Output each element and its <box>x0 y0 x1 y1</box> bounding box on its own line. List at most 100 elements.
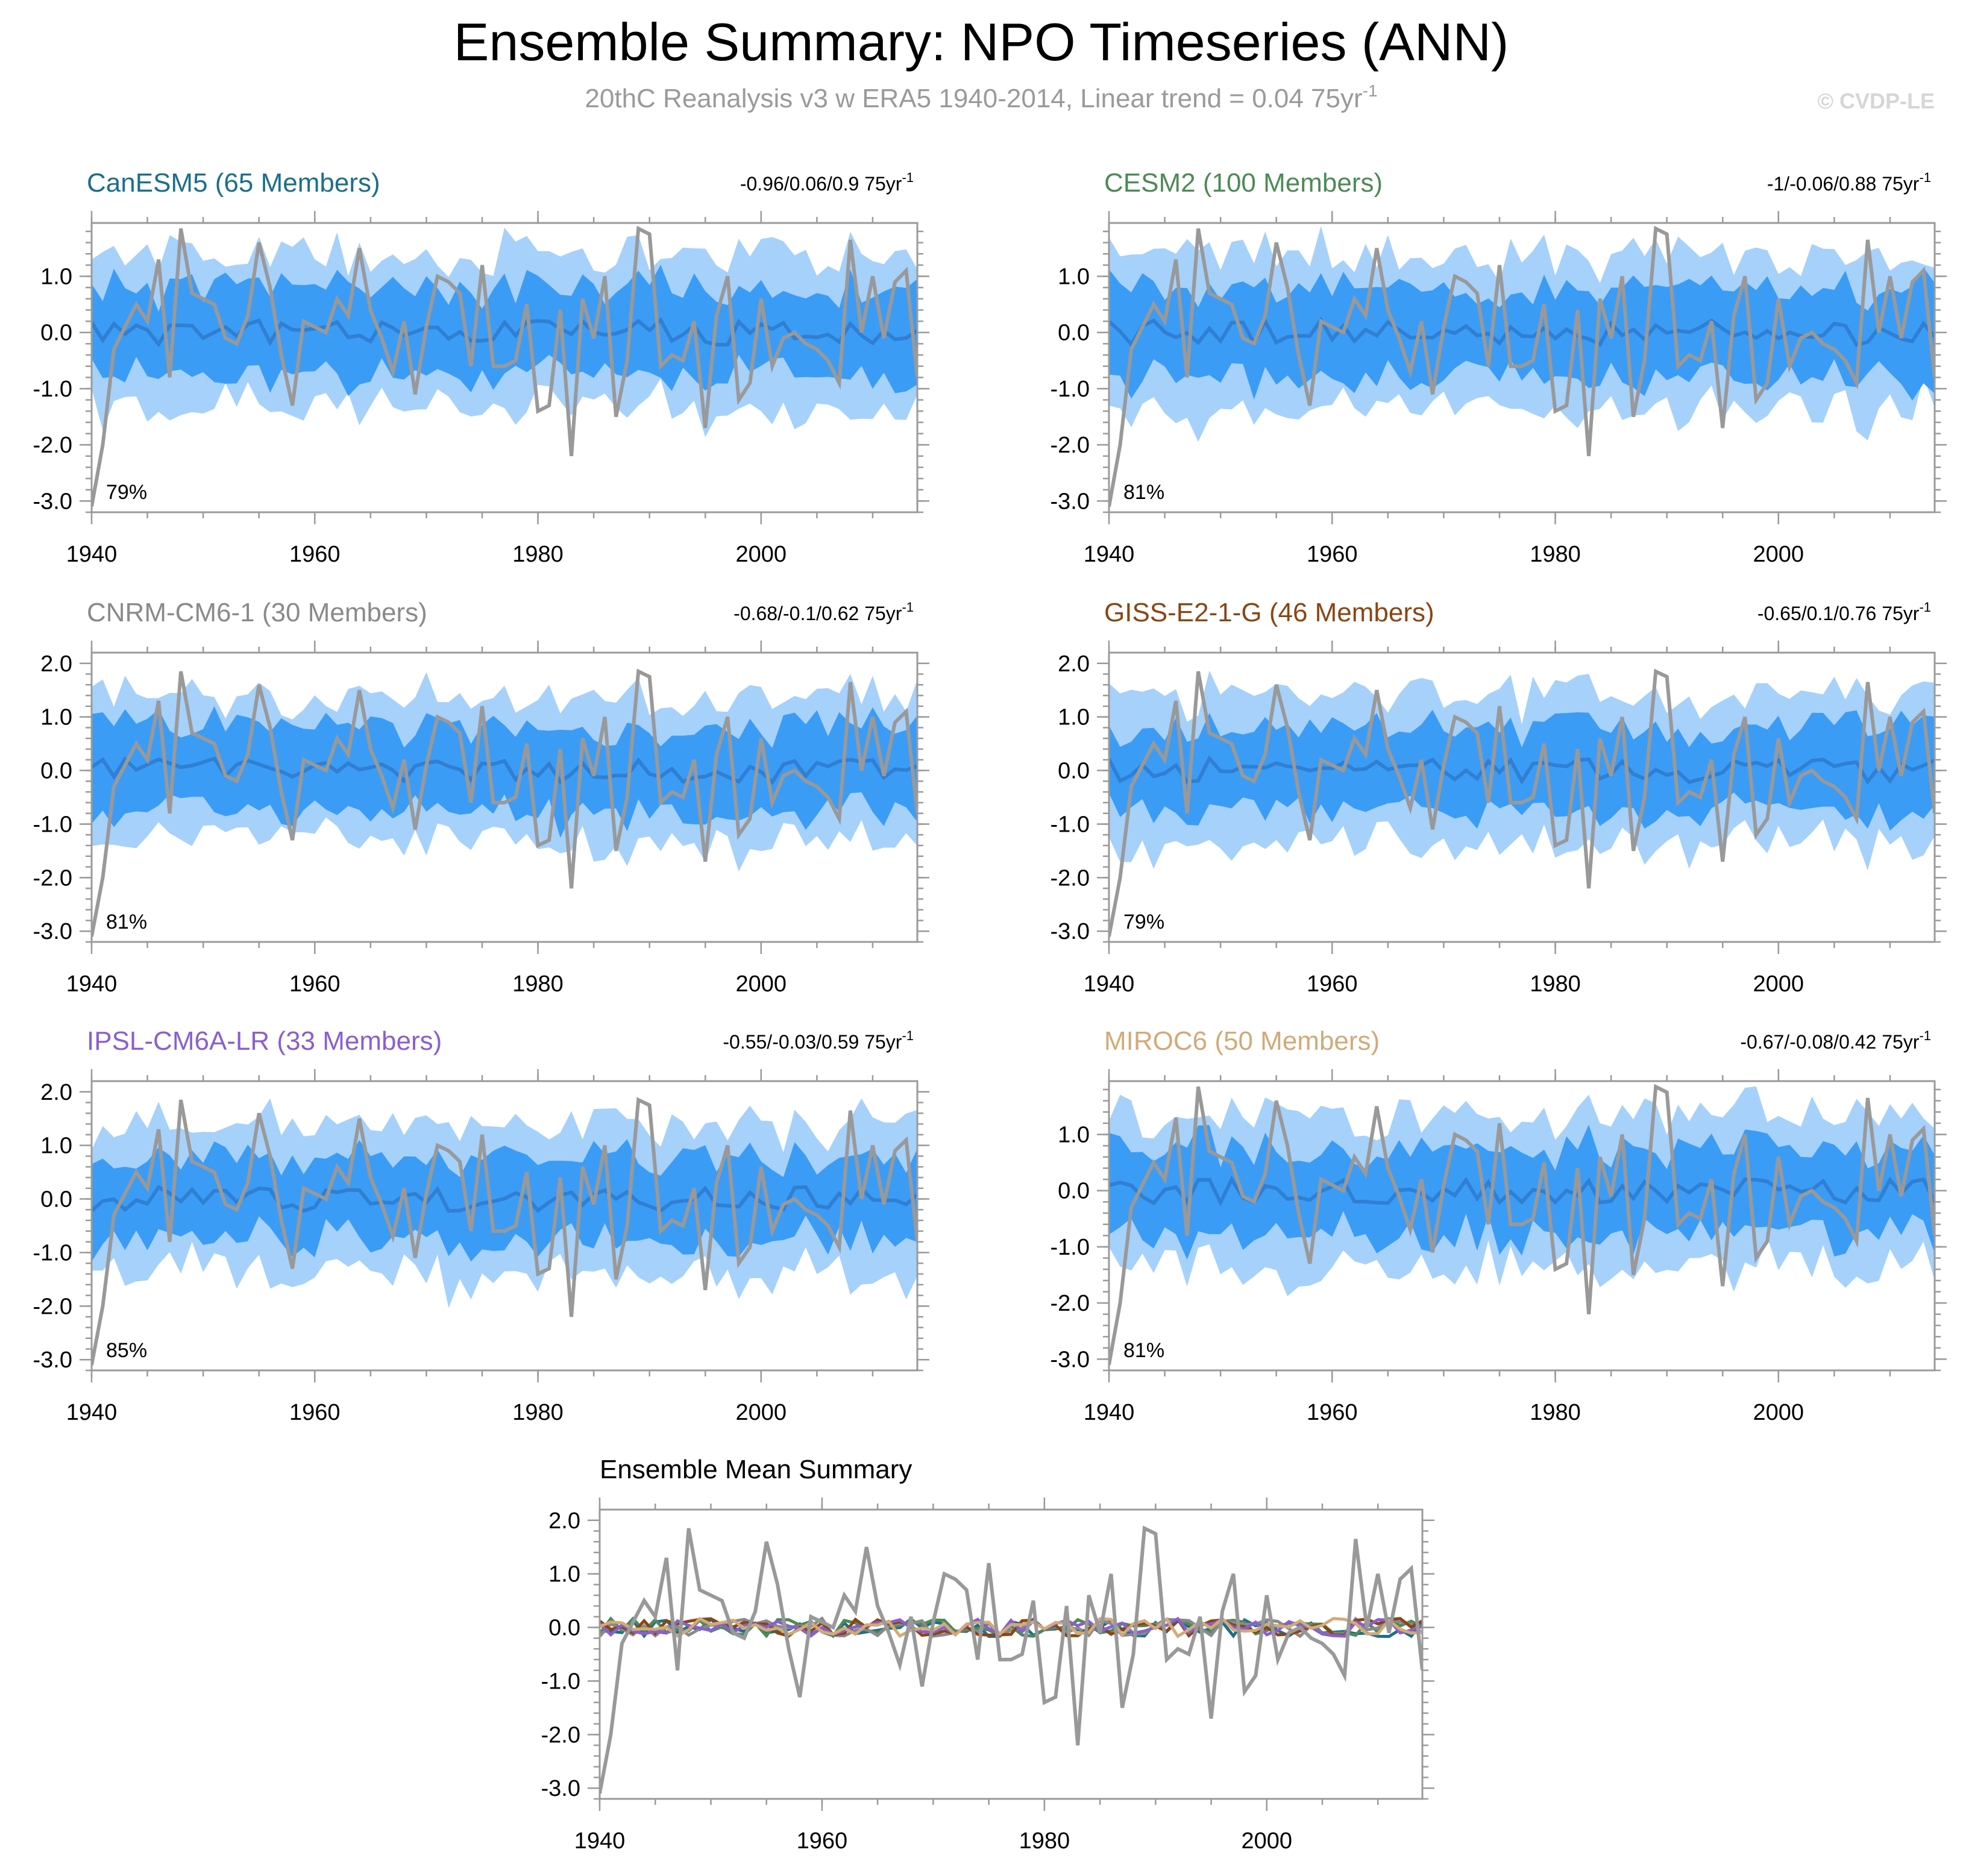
y-tick-label: -3.0 <box>33 489 72 514</box>
x-tick-label: 1960 <box>797 1828 848 1854</box>
x-tick-label: 1980 <box>1019 1828 1070 1854</box>
x-tick-label: 1940 <box>1084 971 1135 997</box>
plot-area <box>1109 1084 1935 1366</box>
plot-area <box>1109 668 1935 937</box>
percent-label: 81% <box>1123 1339 1164 1362</box>
x-tick-label: 2000 <box>736 542 787 567</box>
series-line-6 <box>600 1616 1422 1639</box>
x-tick-label: 1980 <box>512 971 564 997</box>
y-tick-label: -1.0 <box>33 377 72 402</box>
y-tick-label: -1.0 <box>1051 377 1090 402</box>
x-tick-label: 1940 <box>1084 1400 1135 1425</box>
y-tick-label: 1.0 <box>1058 1123 1090 1148</box>
plot-frame <box>598 1508 1424 1800</box>
trend-label: -0.67/-0.08/0.42 75yr-1 <box>1740 1028 1931 1053</box>
y-tick-label: 0.0 <box>40 759 72 784</box>
y-tick-label: 1.0 <box>40 265 72 290</box>
panel-title: Ensemble Mean Summary <box>600 1455 912 1484</box>
ensemble-mean-line <box>1109 755 1935 785</box>
plot-frame <box>90 222 919 513</box>
y-tick-label: -2.0 <box>33 1294 72 1319</box>
y-tick-label: -2.0 <box>33 865 72 891</box>
x-tick-label: 2000 <box>1753 1400 1804 1425</box>
x-tick-label: 1940 <box>66 1400 118 1425</box>
panel-title: IPSL-CM6A-LR (33 Members) <box>87 1026 442 1056</box>
y-tick-label: 2.0 <box>40 651 72 677</box>
y-tick-label: 1.0 <box>1058 265 1090 290</box>
x-tick-label: 1980 <box>1530 1400 1581 1425</box>
observed-line <box>1109 1084 1935 1366</box>
x-tick-label: 1980 <box>1530 542 1581 567</box>
plot-frame <box>90 651 919 943</box>
percent-label: 79% <box>106 481 147 504</box>
series-line-4 <box>600 1617 1422 1638</box>
x-tick-label: 2000 <box>736 971 787 997</box>
observed-line <box>92 668 917 937</box>
y-tick-label: -3.0 <box>33 1347 72 1373</box>
plot-frame <box>1108 1080 1936 1372</box>
x-tick-label: 1960 <box>1307 1400 1358 1425</box>
y-tick-label: -2.0 <box>33 433 72 458</box>
y-tick-label: -3.0 <box>1051 1347 1090 1372</box>
panel-5: IPSL-CM6A-LR (33 Members) -0.55/-0.03/0.5… <box>33 1026 929 1425</box>
panel-4: GISS-E2-1-G (46 Members) -0.65/0.1/0.76 7… <box>1051 598 1947 997</box>
plot-area <box>92 225 917 507</box>
percent-label: 81% <box>1123 481 1164 504</box>
panel-title: MIROC6 (50 Members) <box>1104 1026 1380 1056</box>
panel-1: CanESM5 (65 Members) -0.96/0.06/0.9 75yr-… <box>33 168 929 567</box>
y-tick-label: 2.0 <box>548 1508 580 1534</box>
x-tick-label: 1960 <box>289 542 341 567</box>
x-tick-label: 1980 <box>512 1400 564 1425</box>
x-tick-label: 1980 <box>1530 971 1581 997</box>
ensemble-mean-line <box>92 756 917 785</box>
panel-6: MIROC6 (50 Members) -0.67/-0.08/0.42 75yr… <box>1051 1026 1947 1425</box>
plot-area <box>600 1525 1422 1794</box>
y-tick-label: -1.0 <box>33 812 72 837</box>
plot-frame <box>90 1080 919 1372</box>
y-tick-label: -2.0 <box>1051 865 1090 891</box>
panel-3: CNRM-CM6-1 (30 Members) -0.68/-0.1/0.62 7… <box>33 598 929 997</box>
panel-2: CESM2 (100 Members) -1/-0.06/0.88 75yr-1 1… <box>1051 168 1947 567</box>
series-line-5 <box>600 1616 1422 1638</box>
y-tick-label: -1.0 <box>33 1240 72 1266</box>
plot-area <box>92 1097 917 1366</box>
percent-label: 79% <box>1123 911 1164 933</box>
x-tick-label: 2000 <box>736 1400 787 1425</box>
y-tick-label: 1.0 <box>548 1562 580 1587</box>
y-tick-label: -3.0 <box>541 1776 580 1801</box>
ensemble-mean-line <box>92 317 917 348</box>
y-tick-label: -2.0 <box>1051 1291 1090 1316</box>
percent-label: 81% <box>106 911 147 933</box>
y-tick-label: -2.0 <box>541 1722 580 1748</box>
x-tick-label: 2000 <box>1753 971 1804 997</box>
x-tick-label: 1960 <box>289 1400 341 1425</box>
observed-line <box>1109 668 1935 937</box>
observed-line <box>1109 225 1935 507</box>
y-tick-label: -2.0 <box>1051 433 1090 458</box>
x-tick-label: 2000 <box>1753 542 1804 567</box>
y-tick-label: 1.0 <box>40 705 72 730</box>
y-tick-label: 0.0 <box>40 321 72 346</box>
y-tick-label: 0.0 <box>1058 1179 1090 1204</box>
watermark: © CVDP-LE <box>1817 89 1935 113</box>
panel-title: CNRM-CM6-1 (30 Members) <box>87 598 427 627</box>
trend-label: -0.96/0.06/0.9 75yr-1 <box>740 170 914 195</box>
y-tick-label: 0.0 <box>1058 759 1090 784</box>
figure-subtitle: 20thC Reanalysis v3 w ERA5 1940-2014, Li… <box>585 81 1377 113</box>
y-tick-label: -3.0 <box>33 919 72 944</box>
y-tick-label: 0.0 <box>40 1187 72 1212</box>
trend-label: -0.55/-0.03/0.59 75yr-1 <box>723 1028 914 1053</box>
panel-title: CESM2 (100 Members) <box>1104 168 1383 198</box>
observed-line <box>92 225 917 507</box>
panel-title: CanESM5 (65 Members) <box>87 168 380 198</box>
ensemble-mean-line <box>1109 316 1935 348</box>
y-tick-label: -1.0 <box>541 1669 580 1694</box>
y-tick-label: -1.0 <box>1051 1235 1090 1260</box>
plot-frame <box>1108 222 1936 513</box>
y-tick-label: 1.0 <box>40 1134 72 1159</box>
x-tick-label: 2000 <box>1241 1828 1292 1854</box>
trend-label: -0.65/0.1/0.76 75yr-1 <box>1757 600 1931 624</box>
panel-7: Ensemble Mean Summary 2.0 1.0 0.0 -1.0 -2.0 -3… <box>541 1455 1434 1854</box>
y-tick-label: 1.0 <box>1058 705 1090 730</box>
